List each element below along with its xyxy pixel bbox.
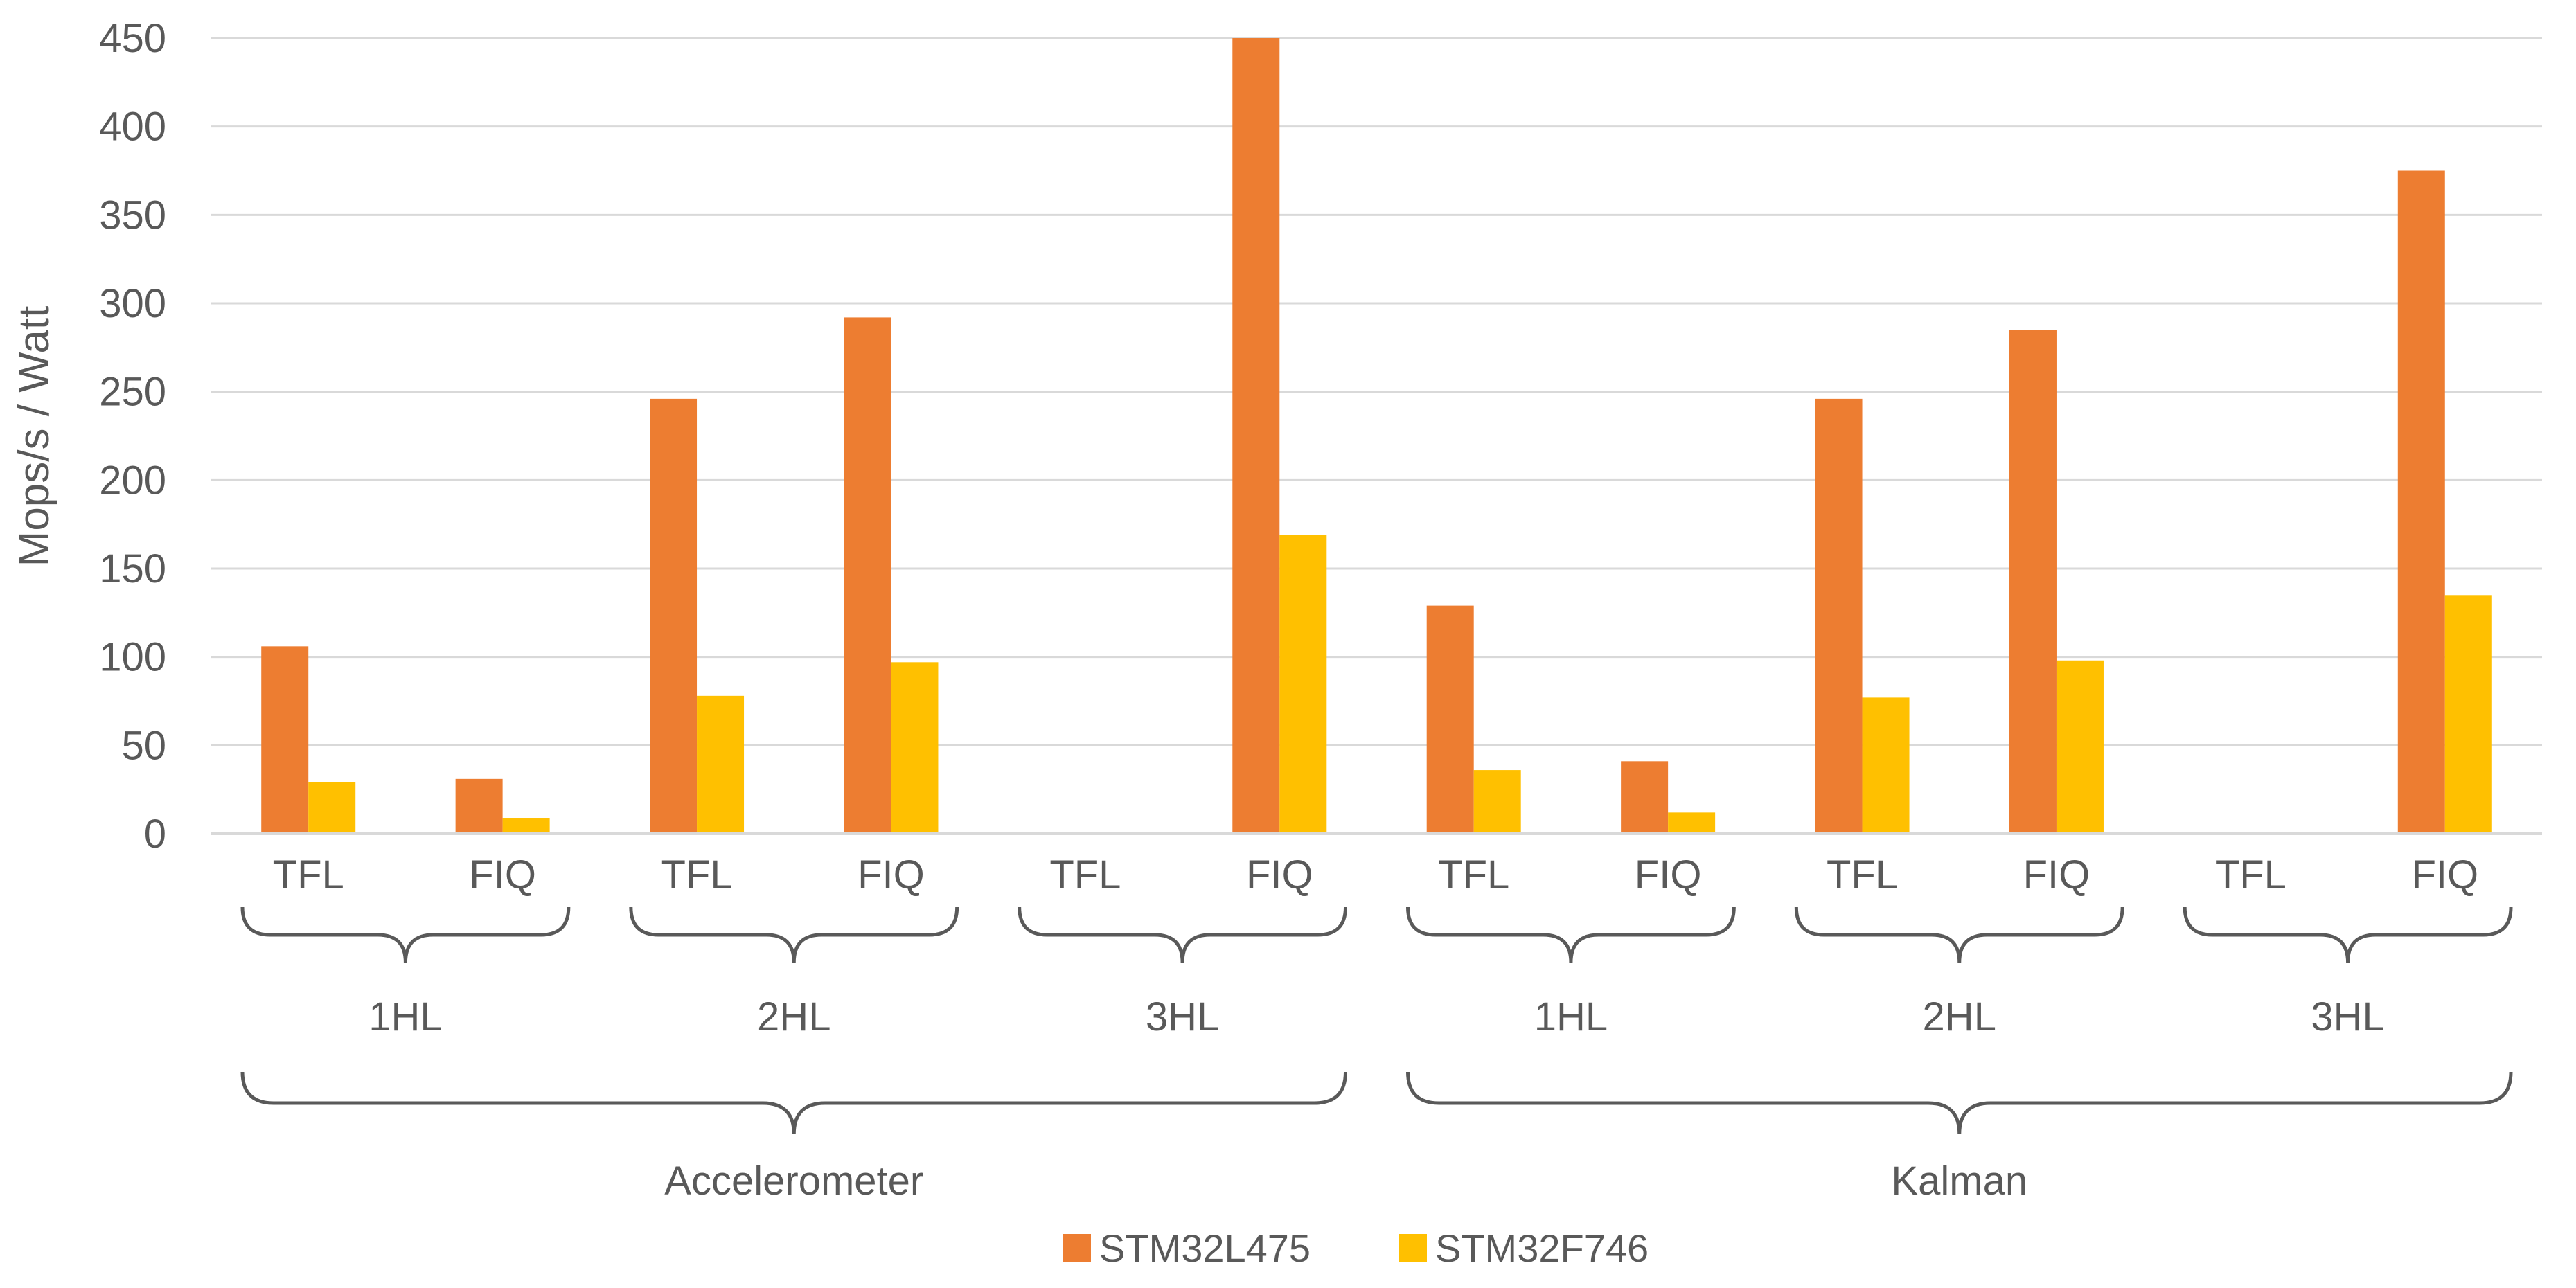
category-label: TFL	[1049, 852, 1121, 897]
bar-stm32l475	[1232, 38, 1280, 834]
y-tick-label: 0	[144, 812, 166, 857]
group-label: 3HL	[2311, 994, 2384, 1039]
group-brace	[2183, 906, 2513, 963]
category-label: TFL	[1827, 852, 1898, 897]
bar-stm32f746	[1473, 770, 1521, 834]
group-label: 2HL	[757, 994, 830, 1039]
dataset-label: Kalman	[1891, 1159, 2027, 1204]
bars	[261, 38, 2492, 834]
legend-swatch	[1063, 1234, 1091, 1262]
category-labels: TFL FIQ TFL FIQ TFL FIQ TFL FIQ TFL FIQ TFL FIQ	[273, 852, 2478, 897]
group-brace	[1406, 906, 1736, 963]
bar-stm32l475	[455, 778, 503, 834]
category-label: FIQ	[2411, 852, 2478, 897]
y-tick-label: 450	[99, 16, 166, 61]
bar-stm32l475	[2397, 170, 2445, 834]
group-label: 3HL	[1146, 994, 1219, 1039]
group-brace	[240, 906, 571, 963]
group-label: 2HL	[1923, 994, 1996, 1039]
legend-label: STM32L475	[1099, 1226, 1311, 1270]
dataset-brace	[1406, 1071, 2513, 1135]
bar-stm32f746	[502, 818, 550, 834]
category-label: FIQ	[858, 852, 925, 897]
bar-stm32f746	[1279, 535, 1327, 834]
y-tick-label: 400	[99, 105, 166, 150]
bar-stm32f746	[308, 782, 356, 834]
group-label: 1HL	[368, 994, 442, 1039]
category-label: TFL	[661, 852, 732, 897]
bar-stm32l475	[1815, 398, 1863, 834]
bar-stm32f746	[1668, 812, 1716, 834]
dataset-label: Accelerometer	[664, 1159, 923, 1204]
category-label: TFL	[1438, 852, 1509, 897]
gridlines	[211, 37, 2542, 746]
category-label: FIQ	[469, 852, 536, 897]
bar-stm32l475	[844, 317, 891, 834]
bar-stm32l475	[1426, 605, 1474, 834]
dataset-labels: Accelerometer Kalman	[240, 1071, 2513, 1204]
y-tick-label: 350	[99, 193, 166, 238]
group-brace	[629, 906, 959, 963]
legend: STM32L475 STM32F746	[1063, 1226, 1649, 1270]
y-tick-label: 100	[99, 635, 166, 680]
category-label: FIQ	[1635, 852, 1702, 897]
group-labels: 1HL 2HL 3HL 1HL 2HL 3HL	[240, 906, 2513, 1039]
y-tick-label: 150	[99, 546, 166, 591]
group-label: 1HL	[1534, 994, 1608, 1039]
legend-swatch	[1399, 1234, 1427, 1262]
category-label: TFL	[273, 852, 344, 897]
y-axis-ticks: 0 50 100 150 200 250 300 350 400 450	[99, 16, 166, 857]
bar-stm32l475	[650, 398, 698, 834]
category-label: FIQ	[1246, 852, 1313, 897]
bar-stm32l475	[261, 646, 309, 834]
bar-stm32f746	[697, 695, 745, 834]
category-label: TFL	[2215, 852, 2286, 897]
category-label: FIQ	[2023, 852, 2090, 897]
y-tick-label: 250	[99, 370, 166, 415]
bar-stm32l475	[1621, 761, 1669, 834]
bar-stm32f746	[2444, 595, 2492, 834]
bar-stm32f746	[2056, 660, 2104, 834]
dataset-brace	[240, 1071, 1347, 1135]
y-tick-label: 50	[121, 723, 166, 768]
y-tick-label: 200	[99, 458, 166, 503]
group-brace	[1018, 906, 1347, 963]
y-tick-label: 300	[99, 281, 166, 326]
bar-stm32l475	[2009, 330, 2057, 834]
bar-stm32f746	[891, 662, 939, 834]
group-brace	[1794, 906, 2124, 963]
bar-stm32f746	[1862, 697, 1910, 834]
legend-label: STM32F746	[1435, 1226, 1649, 1270]
y-axis-label: Mops/s / Watt	[10, 306, 58, 567]
